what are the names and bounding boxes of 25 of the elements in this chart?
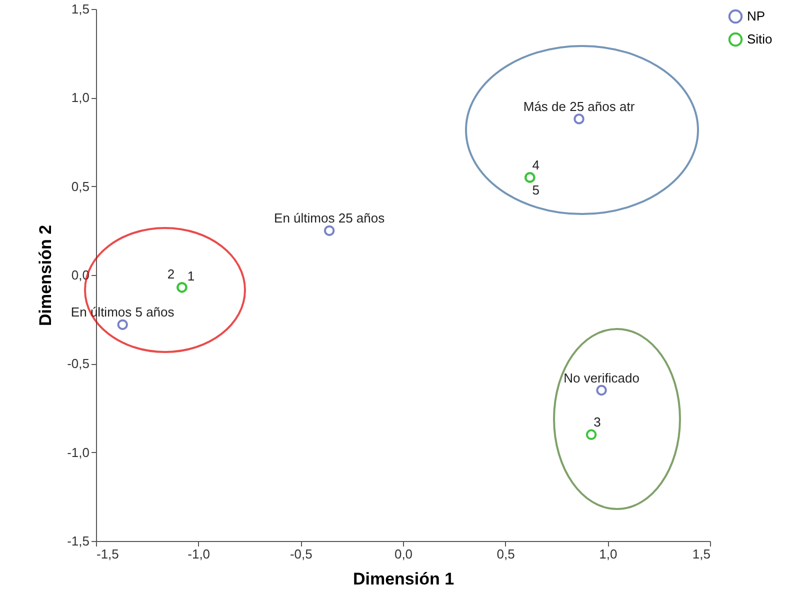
y-tick-label: -1,0 [67,444,90,460]
x-tick-label: 1,5 [692,546,710,562]
annotation: No verificado [564,370,640,386]
x-tick-label: 0,5 [496,546,515,562]
x-tick-label: -1,5 [96,546,119,562]
annotation: 1 [187,268,195,284]
y-tick-label: -0,5 [67,356,90,372]
y-tick-label: -1,5 [67,534,90,548]
x-tick-label: -0,5 [290,546,312,562]
annotation: 3 [594,414,601,430]
x-tick-label: 1,0 [599,546,618,562]
annotation: En últimos 25 años [274,210,386,226]
x-axis-title: Dimensión 1 [352,570,454,588]
annotation: 5 [532,182,540,198]
legend-label: NP [747,8,766,24]
annotation: 2 [167,266,175,282]
legend-label: Sitio [747,32,772,46]
y-axis-title: Dimensión 2 [36,224,56,326]
y-tick-label: 1,0 [71,90,90,106]
annotation: 4 [532,157,540,172]
annotation: Más de 25 años atr [523,98,636,114]
y-tick-label: 1,5 [71,2,90,16]
x-tick-label: -1,0 [188,546,210,562]
y-tick-label: 0,5 [71,178,90,194]
x-tick-label: 0,0 [394,546,413,562]
